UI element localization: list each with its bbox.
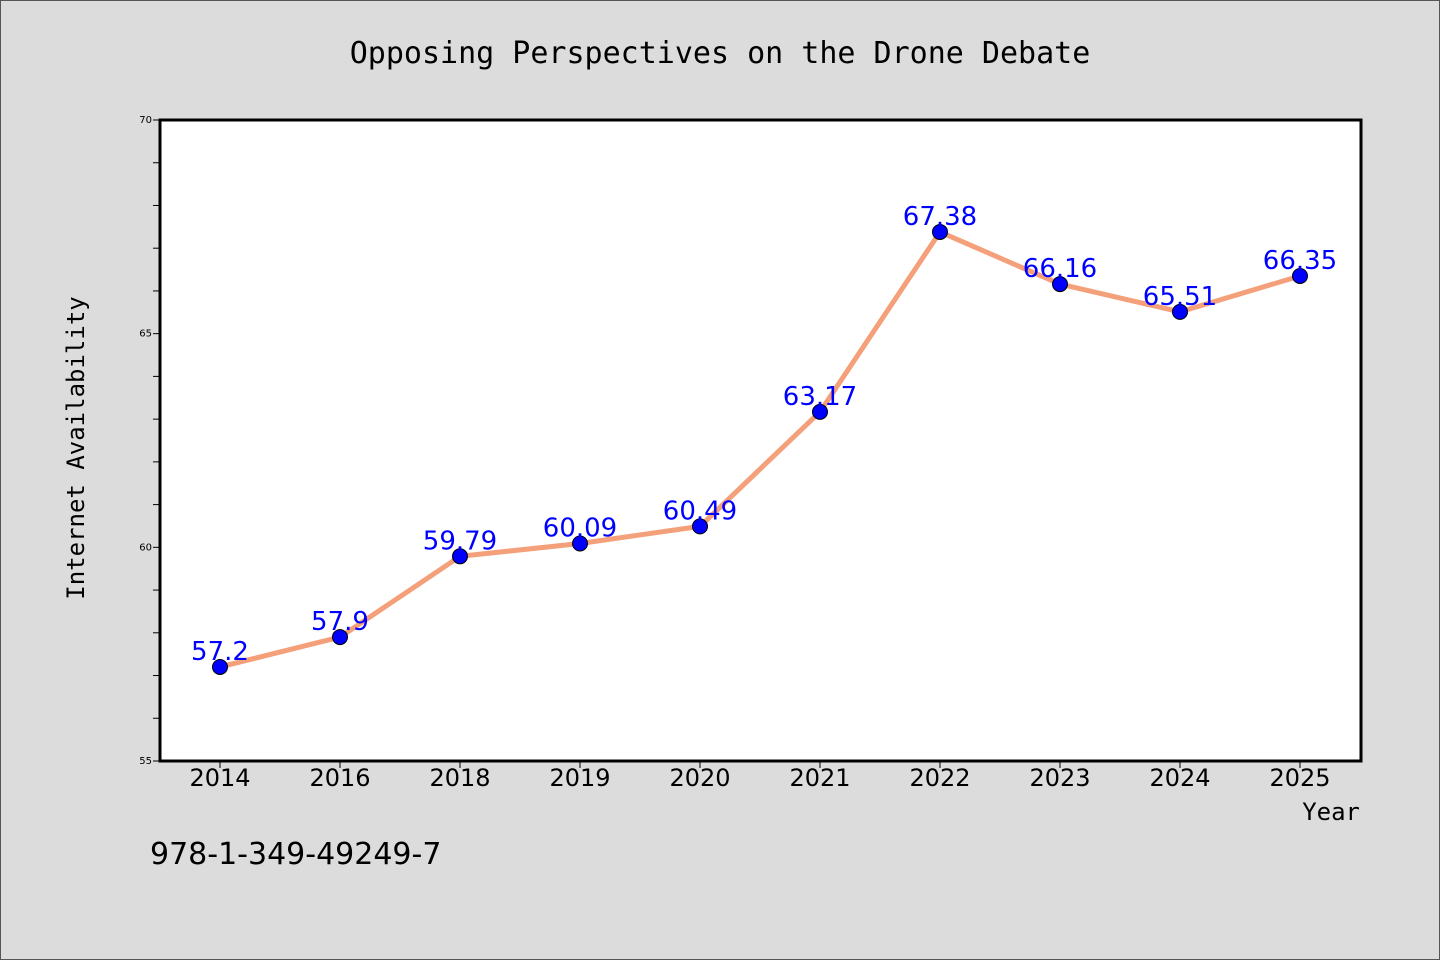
data-label: 60.49	[663, 496, 737, 526]
x-tick-label: 2014	[189, 764, 250, 792]
data-point	[1052, 276, 1068, 293]
y-axis-label: Internet Availability	[62, 296, 90, 599]
data-point	[452, 548, 468, 565]
plot-area	[158, 118, 1363, 763]
data-point	[212, 658, 228, 675]
data-point	[1292, 267, 1308, 284]
x-tick-label: 2019	[549, 764, 610, 792]
y-tick-label: 65	[139, 329, 152, 340]
x-axis: 2014 2016 2018 2019 2020 2021 2022 2023 2024 2025	[189, 761, 1331, 792]
y-tick-label: 60	[139, 542, 152, 553]
data-label: 65.51	[1143, 282, 1217, 312]
data-point	[932, 223, 948, 240]
isbn-text: 978-1-349-49249-7	[150, 837, 441, 872]
x-axis-label: Year	[1302, 798, 1360, 826]
data-point	[1172, 303, 1188, 320]
x-tick-label: 2025	[1269, 764, 1330, 792]
chart-title: Opposing Perspectives on the Drone Debat…	[350, 36, 1091, 71]
data-label: 67.38	[903, 202, 977, 232]
y-tick-label: 70	[139, 115, 152, 126]
x-tick-label: 2018	[429, 764, 490, 792]
data-point	[692, 518, 708, 535]
data-point	[332, 629, 348, 646]
data-label: 63.17	[783, 382, 857, 412]
data-label: 59.79	[423, 526, 497, 556]
data-label: 57.9	[311, 607, 369, 637]
data-point	[572, 535, 588, 552]
data-label: 57.2	[191, 637, 249, 667]
data-label: 60.09	[543, 513, 617, 543]
x-tick-label: 2024	[1149, 764, 1210, 792]
x-tick-label: 2023	[1029, 764, 1090, 792]
y-tick-label: 55	[139, 756, 152, 767]
series-layer: 57.2 57.9 59.79 60.09 60.49 63.17 67.38 66.16 65…	[191, 202, 1337, 675]
x-tick-label: 2021	[789, 764, 850, 792]
data-point	[812, 403, 828, 420]
x-tick-label: 2022	[909, 764, 970, 792]
x-tick-label: 2016	[309, 764, 370, 792]
series-line	[217, 229, 1303, 670]
data-label: 66.35	[1263, 246, 1337, 276]
y-axis: 55 60 65 70	[139, 115, 160, 767]
x-tick-label: 2020	[669, 764, 730, 792]
data-label: 66.16	[1023, 254, 1097, 284]
